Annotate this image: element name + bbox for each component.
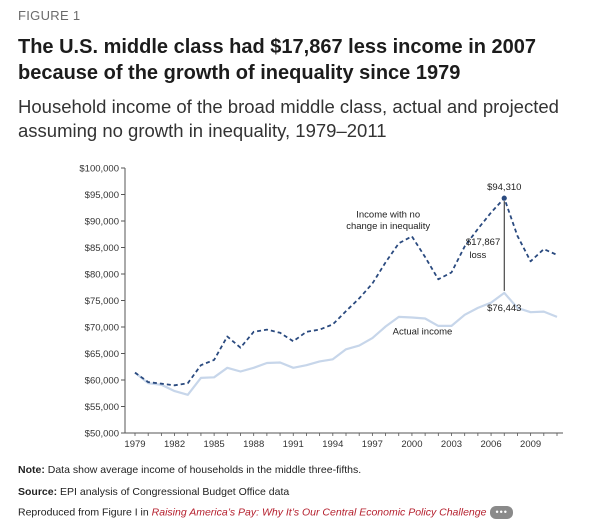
y-tick-label: $95,000	[85, 190, 119, 201]
y-tick-label: $80,000	[85, 270, 119, 281]
y-tick-label: $65,000	[85, 349, 119, 360]
series-layer	[134, 197, 558, 396]
x-tick-label: 1982	[164, 439, 185, 450]
source-text: EPI analysis of Congressional Budget Off…	[57, 486, 290, 498]
x-tick-label: 2006	[480, 439, 501, 450]
x-tick-label: 1985	[204, 439, 225, 450]
gap-loss-label: loss	[469, 250, 486, 261]
chart-title: The U.S. middle class had $17,867 less i…	[18, 36, 537, 84]
y-tick-label: $85,000	[85, 243, 119, 254]
y-tick-label: $70,000	[85, 323, 119, 334]
x-tick-label: 2009	[520, 439, 541, 450]
note-line: Note: Data show average income of househ…	[18, 464, 361, 476]
y-tick-label: $90,000	[85, 217, 119, 228]
y-tick-label: $50,000	[85, 429, 119, 440]
x-tick-label: 1988	[243, 439, 264, 450]
note-label: Note:	[18, 464, 45, 476]
source-label: Source:	[18, 486, 58, 498]
x-tick-label: 1994	[322, 439, 343, 450]
series-line-projected-income	[134, 197, 558, 387]
figure-label: FIGURE 1	[18, 8, 81, 23]
peak-value-label: $94,310	[487, 182, 521, 193]
line-chart: $50,000 $55,000 $60,000 $65,000 $70,000 $75,0…	[79, 164, 563, 450]
reproduced-line: Reproduced from Figure I in Raising Amer…	[18, 506, 513, 519]
actual-series-label: Actual income	[393, 326, 453, 337]
actual-value-label: $76,443	[487, 303, 521, 314]
chart-subtitle: Household income of the broad middle cla…	[18, 96, 559, 141]
source-report-link[interactable]: Raising America’s Pay: Why It’s Our Cent…	[151, 506, 487, 519]
chart-axes: $50,000 $55,000 $60,000 $65,000 $70,000 $75,0…	[79, 164, 563, 450]
annotation-layer: $94,310 $17,867 loss $76,443 Income with noc…	[346, 182, 521, 337]
projected-series-label-line2: change in inequality	[346, 221, 430, 232]
x-tick-label: 2000	[401, 439, 422, 450]
reproduced-text: Reproduced from Figure I in	[18, 506, 152, 519]
y-tick-label: $55,000	[85, 402, 119, 413]
source-line: Source: EPI analysis of Congressional Bu…	[18, 486, 289, 498]
series-line-actual-income	[134, 291, 558, 396]
y-tick-label: $60,000	[85, 376, 119, 387]
more-button[interactable]: •••	[490, 506, 513, 519]
projected-series-label-line1: Income with no	[356, 209, 420, 220]
peak-marker	[501, 195, 507, 201]
y-tick-label: $100,000	[79, 164, 119, 175]
x-tick-label: 2003	[441, 439, 462, 450]
note-text: Data show average income of households i…	[44, 464, 362, 476]
x-tick-label: 1979	[124, 439, 145, 450]
y-tick-label: $75,000	[85, 296, 119, 307]
x-tick-label: 1997	[362, 439, 383, 450]
gap-value-label: $17,867	[466, 237, 500, 248]
x-tick-label: 1991	[283, 439, 304, 450]
